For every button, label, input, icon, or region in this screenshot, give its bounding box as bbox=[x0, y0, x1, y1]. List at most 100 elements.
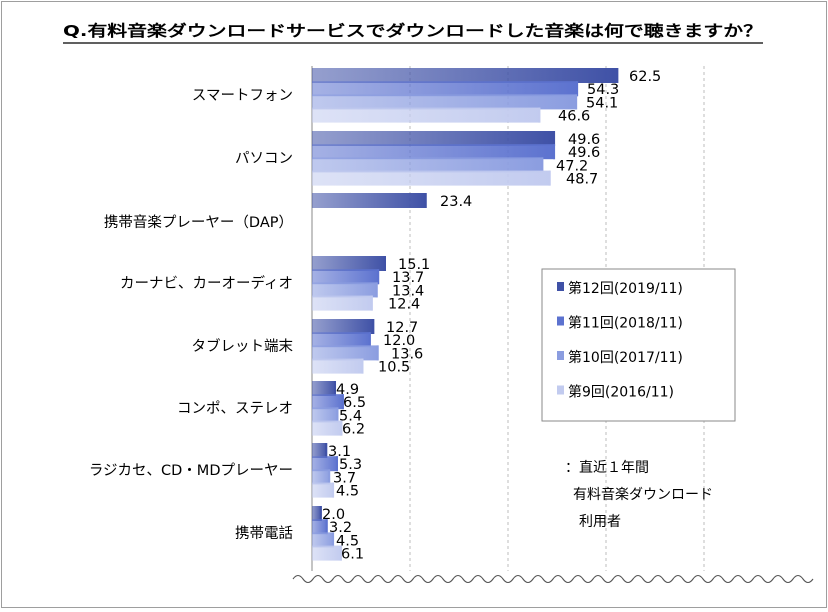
chart-title: Q.有料音楽ダウンロードサービスでダウンロードした音楽は何で聴きますか？ bbox=[63, 21, 763, 40]
bar-end bbox=[341, 394, 344, 410]
category-label: 携帯電話 bbox=[235, 525, 293, 542]
bar bbox=[312, 443, 328, 458]
bar bbox=[312, 81, 579, 97]
bar bbox=[312, 319, 375, 334]
bar-end bbox=[339, 545, 342, 561]
value-labels: 62.554.354.146.649.649.647.248.723.415.1… bbox=[322, 69, 661, 563]
bar-end bbox=[332, 482, 335, 498]
value-label: 12.4 bbox=[388, 297, 420, 313]
bar bbox=[312, 68, 619, 83]
bar bbox=[312, 345, 379, 361]
note: ：直近１年間 有料音楽ダウンロード 利用者 bbox=[565, 459, 713, 530]
bar bbox=[312, 506, 322, 521]
value-label: 10.5 bbox=[378, 360, 410, 376]
bar bbox=[312, 545, 342, 561]
legend-item: 第10回(2017/11) bbox=[568, 349, 683, 366]
value-label: 49.6 bbox=[568, 132, 600, 148]
legend-item: 第11回(2018/11) bbox=[568, 315, 683, 332]
axis-break-wave bbox=[292, 574, 814, 584]
value-label: 15.1 bbox=[398, 257, 430, 273]
value-label: 12.7 bbox=[386, 320, 418, 336]
bar-end bbox=[553, 131, 556, 146]
note-line-1: ：直近１年間 bbox=[565, 459, 649, 476]
bar bbox=[312, 282, 378, 298]
bar bbox=[312, 94, 578, 110]
bar-end bbox=[361, 358, 364, 374]
bar bbox=[312, 482, 335, 498]
bar-end bbox=[334, 381, 337, 396]
legend-swatch bbox=[557, 385, 564, 395]
legend-box bbox=[541, 268, 736, 422]
bar-end bbox=[368, 332, 371, 348]
bar-end bbox=[372, 319, 375, 334]
note-line-2: 有料音楽ダウンロード bbox=[573, 486, 713, 503]
legend: 第12回(2019/11) 第11回(2018/11) 第10回(2017/11) 第… bbox=[541, 268, 736, 422]
bar bbox=[312, 332, 371, 348]
legend-item: 第12回(2019/11) bbox=[568, 280, 683, 297]
bar bbox=[312, 157, 544, 173]
bar-end bbox=[576, 81, 579, 97]
bar-end bbox=[541, 157, 544, 173]
category-label: ラジカセ、CD・MDプレーヤー bbox=[89, 462, 293, 479]
bar bbox=[312, 107, 541, 123]
bar bbox=[312, 469, 331, 485]
value-label: 62.5 bbox=[629, 69, 661, 85]
bar-end bbox=[325, 443, 328, 458]
category-label: スマートフォン bbox=[192, 88, 293, 104]
value-label: 12.0 bbox=[383, 333, 415, 349]
bar bbox=[312, 193, 427, 208]
value-label: 5.3 bbox=[339, 457, 362, 473]
category-label: 携帯音楽プレーヤー（DAP） bbox=[104, 214, 293, 231]
bar bbox=[312, 269, 380, 285]
bar bbox=[312, 456, 338, 472]
bar-end bbox=[538, 107, 541, 123]
value-label: 6.5 bbox=[343, 395, 366, 411]
value-label: 6.2 bbox=[342, 422, 365, 438]
value-label: 3.1 bbox=[328, 444, 351, 460]
category-label: コンポ、ステレオ bbox=[177, 400, 293, 417]
bar-end bbox=[335, 456, 338, 472]
bar bbox=[312, 131, 556, 146]
value-label: 13.4 bbox=[392, 283, 424, 299]
legend-swatch bbox=[557, 351, 564, 360]
bar bbox=[312, 407, 339, 423]
category-label: タブレット端末 bbox=[192, 337, 294, 355]
legend-swatch bbox=[557, 316, 564, 326]
bar bbox=[312, 394, 344, 410]
bar-end bbox=[553, 144, 556, 160]
value-label: 4.5 bbox=[336, 533, 359, 549]
note-line-3: 利用者 bbox=[579, 514, 621, 530]
value-label: 3.2 bbox=[329, 520, 352, 536]
category-label: カーナビ、カーオーディオ bbox=[120, 274, 293, 292]
category-label: パソコン bbox=[235, 150, 293, 167]
bar-end bbox=[328, 469, 331, 485]
bar-end bbox=[383, 256, 386, 271]
value-label: 47.2 bbox=[556, 158, 588, 174]
value-label: 13.7 bbox=[392, 270, 424, 286]
bar-end bbox=[332, 532, 335, 548]
bar bbox=[312, 144, 556, 160]
bar-end bbox=[325, 519, 328, 535]
value-label: 46.6 bbox=[558, 109, 590, 125]
value-label: 3.7 bbox=[333, 470, 356, 486]
value-label: 13.6 bbox=[391, 346, 423, 362]
bar-end bbox=[375, 282, 378, 298]
bar bbox=[312, 358, 364, 374]
bars bbox=[312, 68, 619, 561]
bar-end bbox=[370, 295, 373, 311]
legend-swatch bbox=[557, 282, 564, 291]
value-label: 4.5 bbox=[336, 484, 359, 500]
value-label: 54.1 bbox=[586, 95, 618, 111]
value-label: 2.0 bbox=[322, 507, 345, 523]
bar bbox=[312, 256, 386, 271]
value-label: 4.9 bbox=[336, 382, 359, 398]
legend-item: 第9回(2016/11) bbox=[568, 384, 674, 401]
bar bbox=[312, 381, 337, 396]
value-label: 23.4 bbox=[440, 194, 472, 210]
value-label: 5.4 bbox=[339, 408, 362, 424]
bar-end bbox=[376, 345, 379, 361]
bar-end bbox=[319, 506, 322, 521]
bar-end bbox=[616, 68, 619, 83]
